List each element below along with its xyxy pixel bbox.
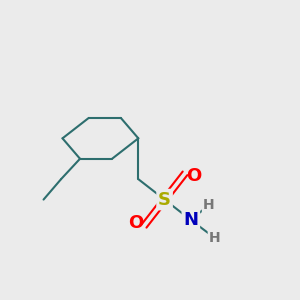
Text: N: N bbox=[183, 211, 198, 229]
Text: O: O bbox=[186, 167, 201, 185]
Text: O: O bbox=[128, 214, 143, 232]
Text: H: H bbox=[202, 198, 214, 212]
Text: H: H bbox=[208, 230, 220, 244]
Text: S: S bbox=[158, 190, 171, 208]
